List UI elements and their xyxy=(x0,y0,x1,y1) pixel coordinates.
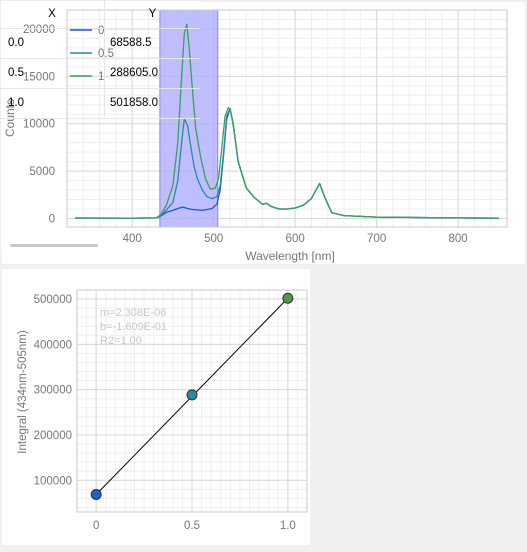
cal-y-tick-label: 300000 xyxy=(34,385,72,397)
horizontal-scrollbar[interactable] xyxy=(10,244,98,247)
spec-y-tick-label: 10000 xyxy=(23,119,55,131)
calibration-data-point[interactable] xyxy=(282,292,294,304)
cal-y-tick-label: 400000 xyxy=(34,339,72,351)
legend-entry: 0.5 xyxy=(98,48,114,60)
cell-y[interactable]: 288605.0 xyxy=(110,67,158,79)
table-row[interactable]: 1.0 501858.0 xyxy=(0,89,200,119)
table-row[interactable]: 0.5 288605.0 xyxy=(0,59,200,89)
spec-y-tick-label: 15000 xyxy=(23,71,55,83)
spec-x-axis-label: Wavelength [nm] xyxy=(245,249,335,263)
cell-x[interactable]: 0.5 xyxy=(8,67,24,79)
cell-x[interactable]: 1.0 xyxy=(8,97,24,109)
spec-x-tick-label: 600 xyxy=(286,233,305,245)
fit-r2-text: R2=1.00 xyxy=(100,335,142,347)
legend-entry: 0 xyxy=(98,25,104,37)
legend-entry: 1 xyxy=(98,71,104,83)
cal-y-tick-label: 100000 xyxy=(34,475,72,487)
fit-b-text: b=-1.609E-01 xyxy=(100,321,167,333)
cal-y-axis-label: Integral (434nm-505nm) xyxy=(17,330,29,454)
spectrum-series-line xyxy=(75,23,499,219)
cal-y-tick-label: 200000 xyxy=(34,430,72,442)
spec-x-tick-label: 700 xyxy=(367,233,386,245)
spec-x-tick-label: 400 xyxy=(123,233,142,245)
calibration-chart[interactable]: 0 0.5 1.0 100000 200000 300000 400000 500000 m… xyxy=(2,269,310,545)
column-header-y[interactable]: Y xyxy=(148,8,157,20)
spectrum-series-line xyxy=(75,107,499,219)
cell-y[interactable]: 501858.0 xyxy=(110,97,158,109)
spectrum-panel: 400 500 600 700 800 0 5000 10000 15000 20000 0 0.… xyxy=(2,2,525,264)
spec-x-tick-label: 500 xyxy=(204,233,223,245)
cell-y[interactable]: 68588.5 xyxy=(110,37,152,49)
spec-y-tick-label: 5000 xyxy=(29,166,55,178)
cal-x-tick-label: 0 xyxy=(93,520,99,532)
column-divider xyxy=(104,0,105,117)
spec-y-tick-label: 0 xyxy=(49,213,55,225)
calibration-panel: 0 0.5 1.0 100000 200000 300000 400000 500000 m… xyxy=(2,269,310,545)
calibration-data-point[interactable] xyxy=(90,489,102,501)
cal-y-tick-label: 500000 xyxy=(34,294,72,306)
spec-y-tick-label: 20000 xyxy=(23,24,55,36)
column-header-x[interactable]: X xyxy=(48,8,56,20)
table-row[interactable]: 0.0 68588.5 xyxy=(0,29,200,59)
cell-x[interactable]: 0.0 xyxy=(8,37,24,49)
spectrum-series-line xyxy=(75,107,499,219)
spec-x-tick-label: 800 xyxy=(449,233,468,245)
fit-m-text: m=2.308E-06 xyxy=(100,307,166,319)
calibration-data-point[interactable] xyxy=(186,389,198,401)
cal-x-tick-label: 1.0 xyxy=(280,520,296,532)
table-header-row: X Y xyxy=(0,0,200,29)
cal-x-tick-label: 0.5 xyxy=(184,520,200,532)
